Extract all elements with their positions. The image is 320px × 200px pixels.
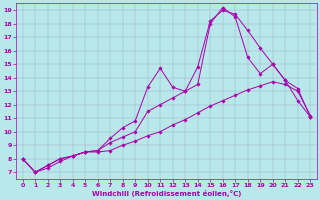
- X-axis label: Windchill (Refroidissement éolien,°C): Windchill (Refroidissement éolien,°C): [92, 190, 241, 197]
